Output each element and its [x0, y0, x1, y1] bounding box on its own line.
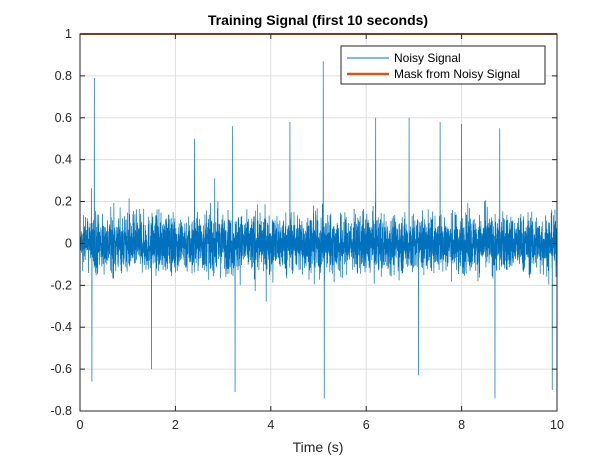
legend-label-mask: Mask from Noisy Signal — [394, 67, 520, 81]
legend: Noisy Signal Mask from Noisy Signal — [340, 45, 546, 85]
ticks — [79, 33, 558, 412]
y-tick-label: -0.2 — [50, 278, 72, 292]
x-tick-labels: 0 2 4 6 8 10 — [77, 418, 564, 432]
y-tick-label: 0.8 — [55, 69, 72, 83]
y-tick-label: 1 — [65, 27, 72, 41]
y-tick-label: -0.4 — [50, 320, 72, 334]
axes-box — [79, 33, 558, 412]
noisy-signal-line — [79, 61, 558, 399]
y-tick-label: -0.6 — [50, 362, 72, 376]
x-tick-label: 0 — [77, 418, 84, 432]
x-tick-label: 2 — [172, 418, 179, 432]
y-tick-label: 0.4 — [55, 153, 72, 167]
y-tick-label: 0.2 — [55, 195, 72, 209]
x-tick-label: 8 — [458, 418, 465, 432]
x-axis-label: Time (s) — [293, 439, 344, 455]
chart-title: Training Signal (first 10 seconds) — [208, 12, 428, 28]
y-tick-labels: -0.8 -0.6 -0.4 -0.2 0 0.2 0.4 0.6 0.8 1 — [50, 27, 72, 418]
x-tick-label: 10 — [550, 418, 564, 432]
y-tick-label: 0.6 — [55, 111, 72, 125]
legend-label-noisy: Noisy Signal — [394, 51, 461, 65]
legend-box — [340, 45, 546, 85]
x-tick-label: 6 — [363, 418, 370, 432]
noisy-signal-series — [79, 61, 558, 399]
plot-area — [80, 34, 557, 411]
y-tick-label: -0.8 — [50, 404, 72, 418]
y-tick-label: 0 — [65, 236, 72, 250]
x-tick-label: 4 — [267, 418, 274, 432]
